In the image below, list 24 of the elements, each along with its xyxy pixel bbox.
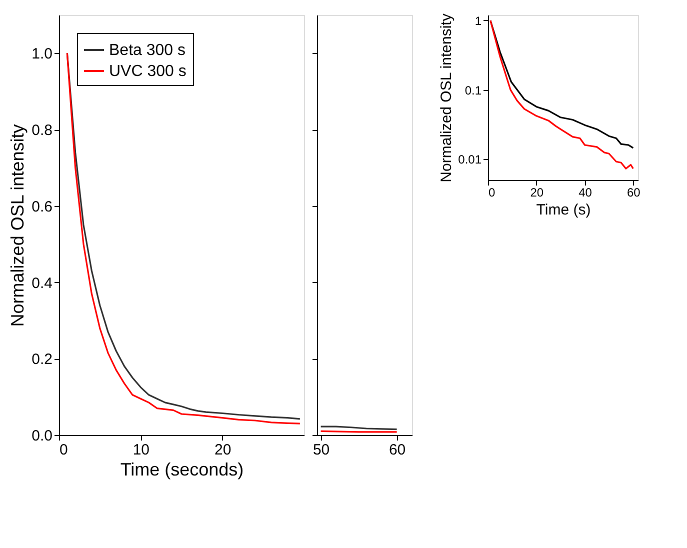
- x-tick-label: 0: [488, 186, 496, 200]
- x-axis-title: Time (s): [536, 202, 591, 218]
- x-tick-label: 10: [132, 442, 150, 458]
- legend-label: UVC 300 s: [109, 63, 186, 80]
- y-axis-title: Normalized OSL intensity: [8, 124, 28, 327]
- y-tick-label: 0.4: [32, 274, 52, 292]
- x-tick-label: 20: [530, 186, 544, 200]
- y-tick-label: 0.6: [32, 198, 52, 216]
- y-tick-label: 1.0: [32, 46, 52, 63]
- legend-label: Beta 300 s: [109, 42, 186, 59]
- y-tick-label: 0.8: [32, 122, 52, 140]
- y-tick-label: 0.01: [458, 152, 482, 167]
- x-tick-label: 0: [60, 442, 68, 458]
- x-axis-title: Time (seconds): [120, 460, 244, 480]
- y-tick-label: 1: [474, 14, 482, 28]
- y-tick-label: 0.1: [464, 83, 482, 98]
- x-tick-label: 20: [214, 442, 232, 458]
- x-tick-label: 60: [388, 442, 406, 458]
- x-tick-label: 40: [578, 186, 592, 200]
- y-tick-label: 0.0: [32, 428, 52, 444]
- x-tick-label: 50: [312, 442, 330, 458]
- y-axis-title: Normalized OSL intensity: [438, 13, 456, 182]
- y-tick-label: 0.2: [32, 351, 52, 368]
- x-tick-label: 60: [626, 186, 641, 200]
